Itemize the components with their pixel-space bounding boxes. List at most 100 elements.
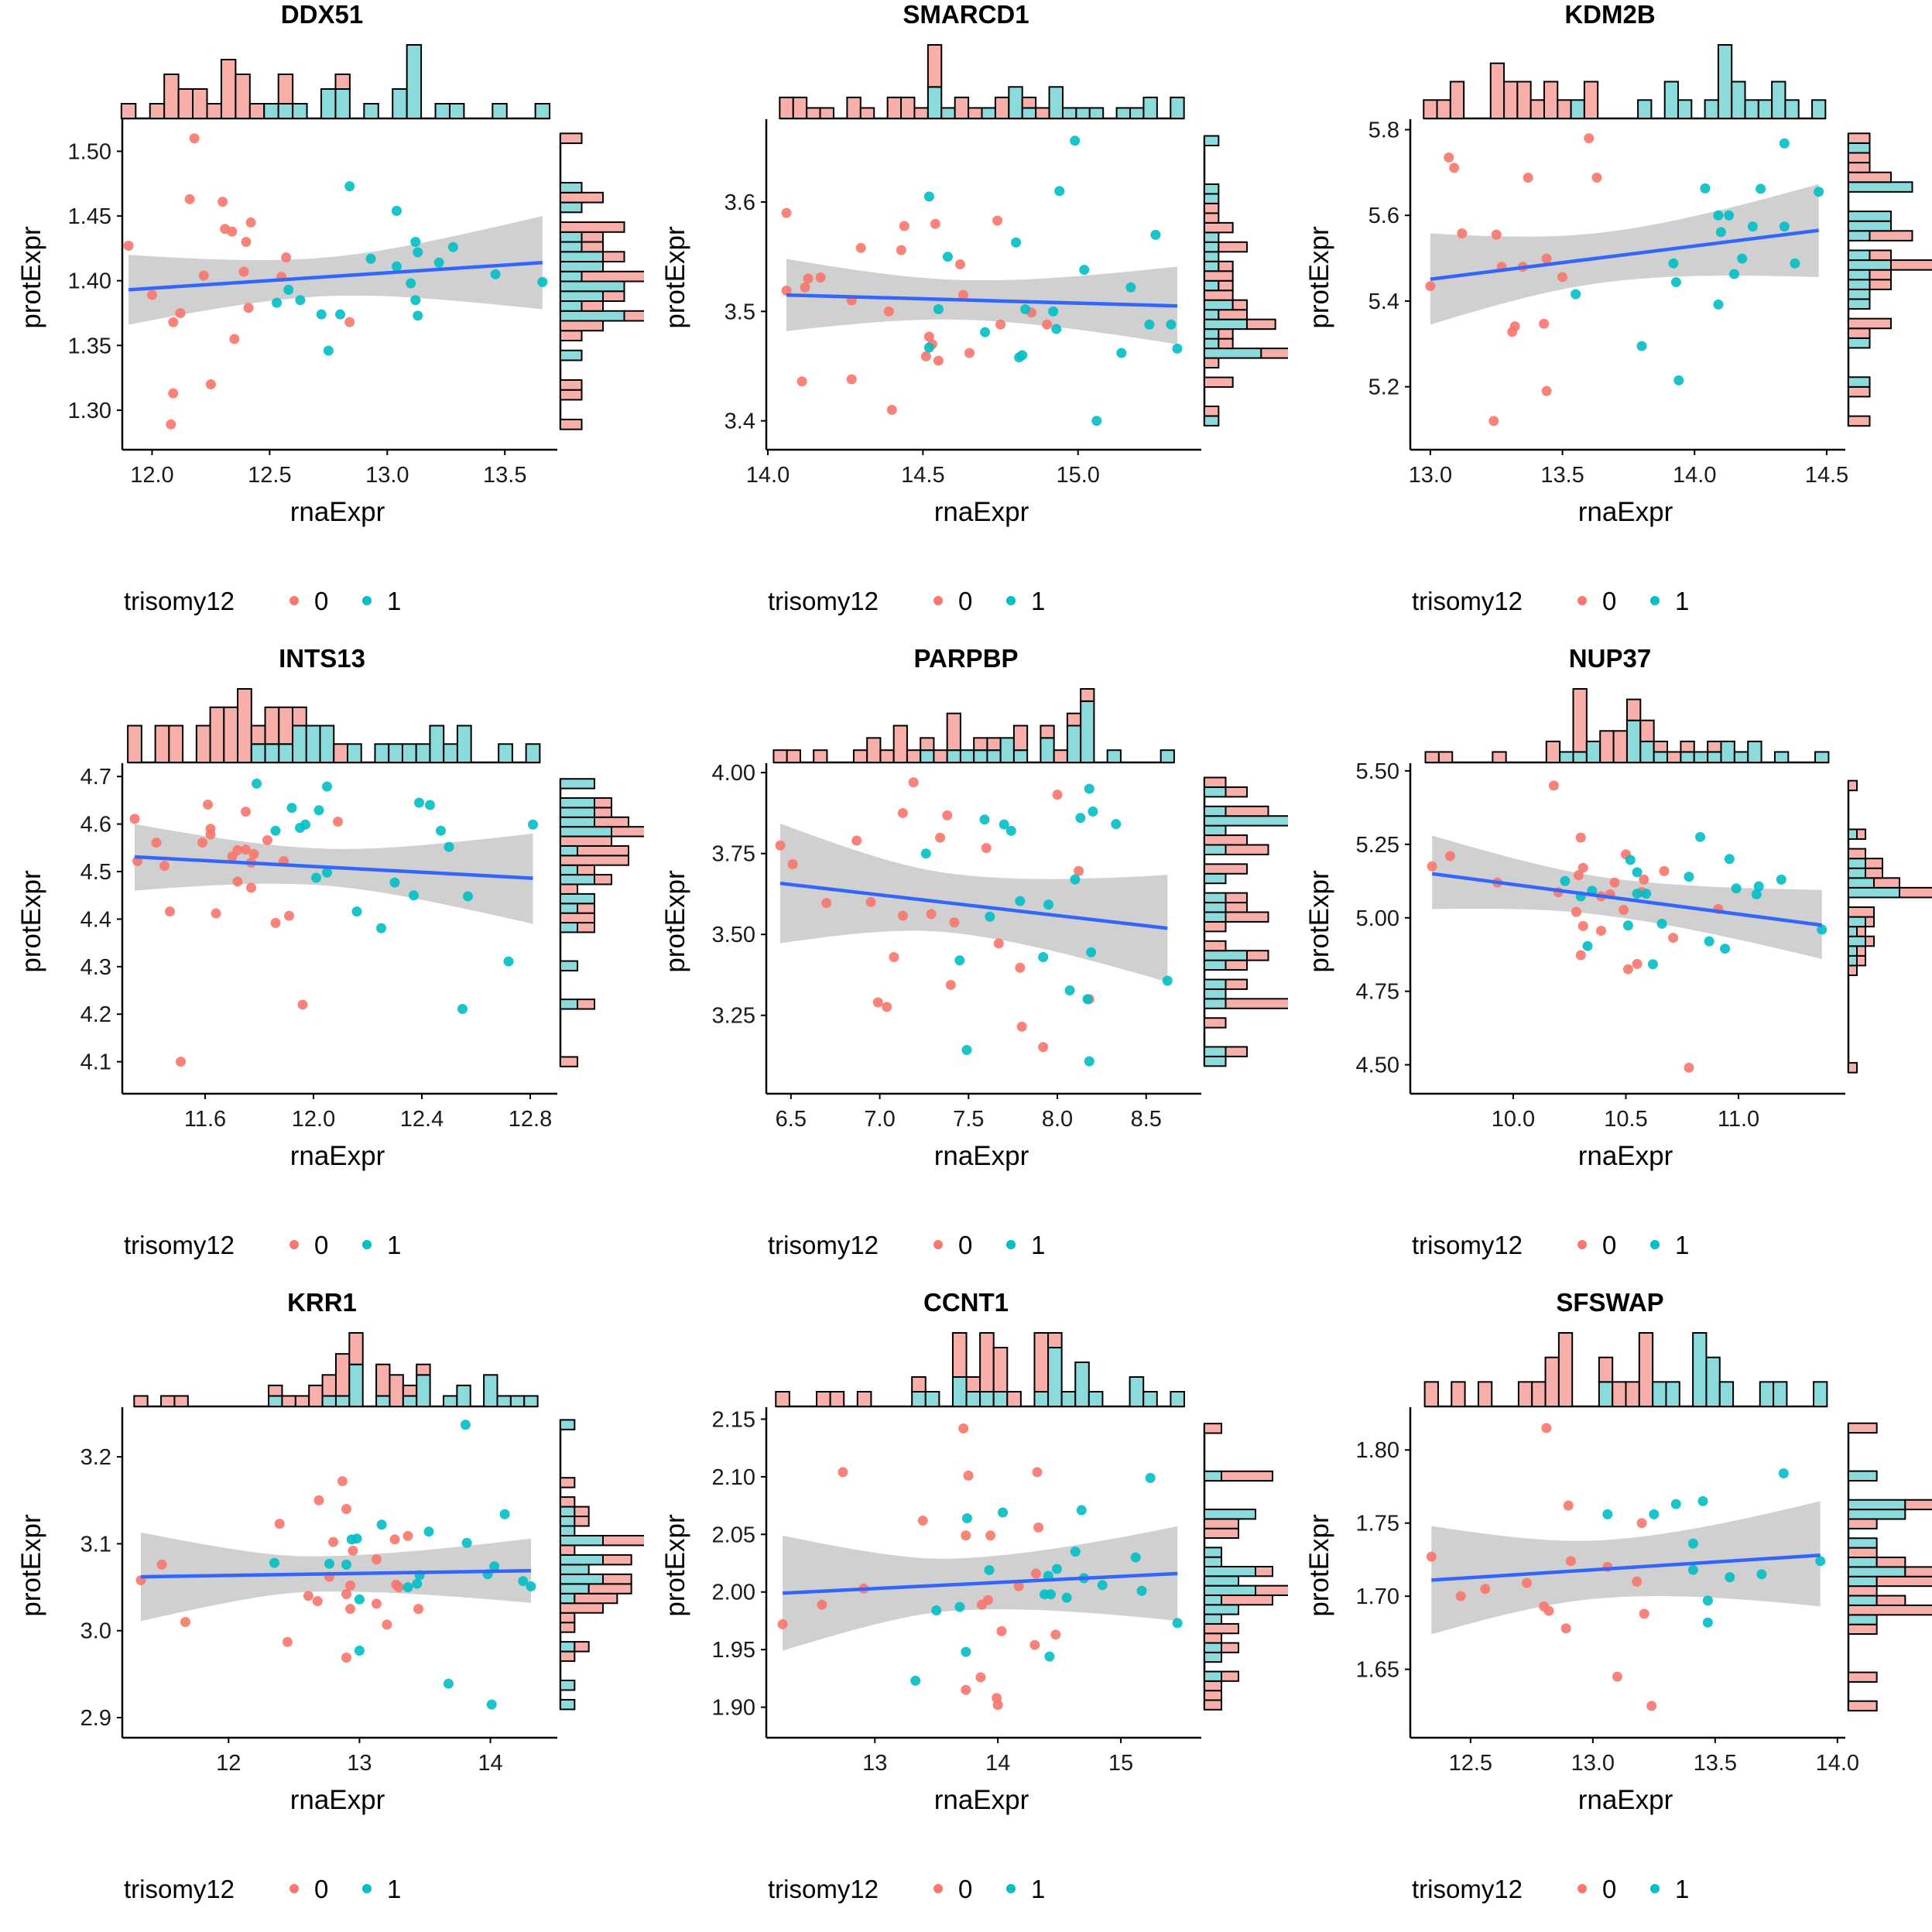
right-histogram-bar: [1204, 1547, 1222, 1558]
y-tick-label: 3.75: [712, 842, 755, 867]
right-histogram-bar: [560, 807, 595, 818]
right-histogram-bar: [1204, 309, 1220, 320]
right-histogram-bar: [1218, 328, 1234, 340]
top-histogram-bar: [1544, 1356, 1560, 1407]
right-histogram-bar: [1204, 135, 1220, 147]
data-point: [389, 877, 400, 888]
right-histogram-bar: [560, 903, 578, 914]
right-histogram-bar: [560, 999, 578, 1010]
x-tick-label: 12.0: [130, 463, 173, 488]
data-point: [961, 1530, 971, 1541]
right-histogram-bar: [1204, 357, 1220, 369]
data-point: [238, 266, 249, 277]
data-point: [274, 1519, 285, 1530]
data-point: [297, 999, 308, 1010]
right-histogram-bar: [1225, 786, 1248, 798]
right-histogram-bar: [560, 1564, 590, 1575]
legend-title: trisomy12: [768, 587, 879, 615]
top-histogram-bar: [416, 1363, 431, 1376]
data-point: [447, 242, 458, 252]
data-point: [985, 1530, 996, 1541]
data-point: [151, 838, 162, 848]
top-histogram-bar: [374, 743, 390, 763]
right-histogram-bar: [1848, 230, 1871, 242]
data-point: [241, 807, 251, 817]
right-histogram-bar: [1848, 916, 1866, 928]
data-point: [198, 270, 209, 281]
top-histogram-bar: [305, 724, 321, 763]
legend-label-1: 1: [387, 1231, 401, 1259]
data-point: [1724, 854, 1735, 865]
data-point: [303, 1591, 313, 1601]
data-point: [490, 269, 501, 279]
right-histogram-bar: [1204, 844, 1227, 855]
data-point: [333, 817, 343, 827]
top-histogram-bar: [940, 107, 956, 120]
legend-label-1: 1: [387, 1875, 401, 1903]
top-histogram-bar: [911, 1376, 927, 1392]
top-histogram-bar: [816, 1391, 831, 1407]
data-point: [205, 379, 216, 389]
data-point: [460, 1420, 471, 1430]
top-histogram-bar: [927, 44, 943, 88]
right-histogram-bar: [1848, 211, 1892, 222]
data-point: [817, 1599, 827, 1610]
x-tick-label: 8.0: [1042, 1107, 1073, 1132]
right-histogram-bar: [1218, 309, 1248, 320]
right-histogram-bar: [1204, 902, 1227, 913]
data-point: [1051, 1564, 1062, 1574]
right-histogram-bar: [1848, 288, 1871, 300]
legend-label-1: 1: [387, 587, 401, 615]
data-point: [964, 348, 975, 358]
data-point: [322, 867, 332, 878]
right-histogram-bar: [560, 182, 583, 194]
top-histogram-bar: [1637, 99, 1653, 119]
right-histogram-bar: [594, 816, 629, 828]
top-histogram-bar: [1717, 44, 1733, 119]
right-histogram-bar: [560, 835, 612, 847]
data-point: [503, 956, 514, 967]
right-histogram-bar: [1848, 1614, 1878, 1625]
right-histogram-bar: [1204, 911, 1227, 923]
data-point: [1815, 1556, 1826, 1567]
x-axis-label: rnaExpr: [290, 1785, 385, 1815]
top-histogram-bar: [951, 1332, 968, 1378]
data-point: [312, 1596, 323, 1607]
data-point: [1639, 874, 1649, 885]
right-histogram-bar: [1225, 1046, 1248, 1057]
right-histogram-bar: [1225, 998, 1288, 1009]
data-point: [354, 1594, 365, 1605]
top-histogram-bar: [979, 1332, 995, 1392]
data-point: [1523, 173, 1533, 183]
x-tick-label: 13.0: [365, 463, 409, 488]
data-point: [436, 825, 446, 836]
data-point: [286, 803, 297, 814]
top-histogram-bar: [1680, 751, 1695, 764]
right-histogram-bar: [1260, 348, 1288, 359]
data-point: [923, 331, 934, 342]
right-histogram-bar: [560, 1698, 576, 1711]
data-point: [245, 217, 256, 228]
data-point: [229, 334, 240, 344]
data-point: [1522, 1577, 1533, 1588]
y-tick-label: 4.3: [80, 955, 111, 980]
data-point: [1700, 183, 1711, 194]
right-histogram-bar: [560, 1506, 576, 1518]
top-histogram-bar: [278, 743, 294, 763]
y-axis-label: protExpr: [16, 226, 46, 329]
data-point: [1695, 831, 1706, 842]
legend: trisomy12 0 1: [124, 1231, 401, 1259]
right-histogram-bar: [1904, 1566, 1932, 1577]
top-histogram-bar: [235, 74, 251, 119]
data-point: [1684, 872, 1694, 882]
panel-ccnt1: CCNT1 13 14 15 1.90 1.95 2.00 2.05 2.10 2.15 rnaEx…: [644, 1288, 1288, 1932]
data-point: [1602, 1509, 1613, 1519]
data-point: [341, 1589, 351, 1600]
top-histogram-bar: [1680, 740, 1695, 753]
right-histogram-bar: [560, 389, 583, 401]
top-histogram-bar: [1423, 1381, 1439, 1408]
data-point: [272, 297, 282, 308]
right-histogram-bar: [1848, 162, 1871, 173]
top-histogram-bar: [906, 749, 922, 764]
data-point: [1150, 229, 1161, 240]
